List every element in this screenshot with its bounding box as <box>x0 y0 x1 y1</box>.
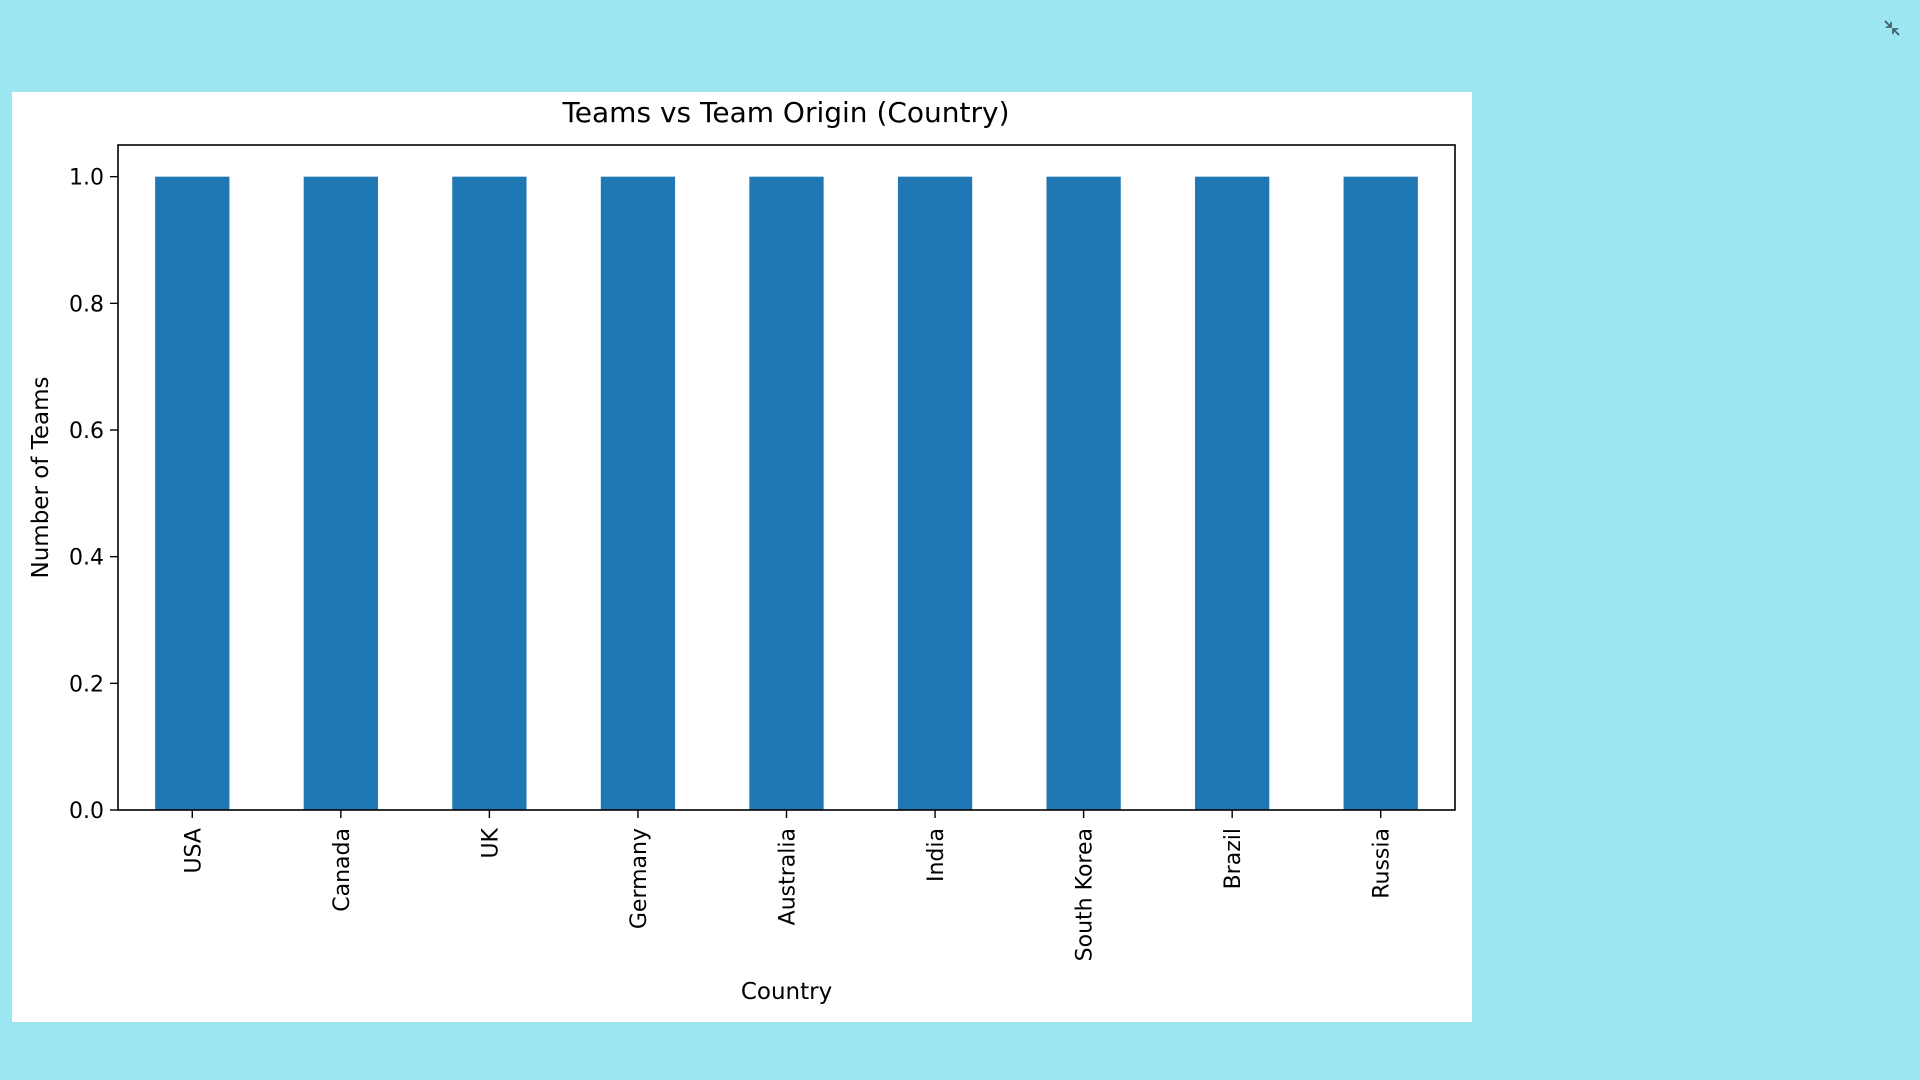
bars-group <box>155 176 1418 811</box>
bar-canada <box>303 176 378 811</box>
y-tick-label: 0.0 <box>69 799 104 824</box>
bar-australia <box>749 176 824 811</box>
x-tick-label: USA <box>181 828 206 874</box>
bar-germany <box>600 176 676 811</box>
y-axis: 0.0 0.2 0.4 0.6 0.8 1.0 <box>69 166 118 824</box>
x-tick-label: Australia <box>776 828 801 925</box>
bar-india <box>897 176 973 811</box>
chart-title: Teams vs Team Origin (Country) <box>561 96 1009 129</box>
y-tick-label: 0.2 <box>69 672 104 697</box>
y-axis-label: Number of Teams <box>28 377 54 579</box>
chart-panel: Teams vs Team Origin (Country) 0.0 0.2 0.4… <box>12 92 1472 1022</box>
y-tick-label: 0.8 <box>69 292 104 317</box>
x-tick-label: India <box>924 828 949 882</box>
x-tick-label: Germany <box>627 828 652 929</box>
x-axis-label: Country <box>741 979 832 1005</box>
x-tick-label: Russia <box>1370 828 1395 899</box>
bar-brazil <box>1195 176 1270 811</box>
bar-usa <box>155 176 230 811</box>
x-tick-label: Canada <box>330 828 355 912</box>
bar-russia <box>1343 176 1418 811</box>
x-tick-label: Brazil <box>1221 828 1246 889</box>
x-tick-label: South Korea <box>1073 828 1098 961</box>
x-axis: USA Canada UK Germany Australia India South Ko… <box>181 810 1395 961</box>
bar-chart: Teams vs Team Origin (Country) 0.0 0.2 0.4… <box>28 96 1456 1005</box>
x-tick-label: UK <box>478 827 503 858</box>
y-tick-label: 1.0 <box>69 166 104 191</box>
y-tick-label: 0.6 <box>69 419 104 444</box>
bar-uk <box>452 176 527 811</box>
bar-south-korea <box>1046 176 1121 811</box>
y-tick-label: 0.4 <box>69 546 104 571</box>
plot-frame <box>117 144 1456 811</box>
collapse-button[interactable] <box>1882 18 1902 38</box>
collapse-icon <box>1884 20 1900 36</box>
